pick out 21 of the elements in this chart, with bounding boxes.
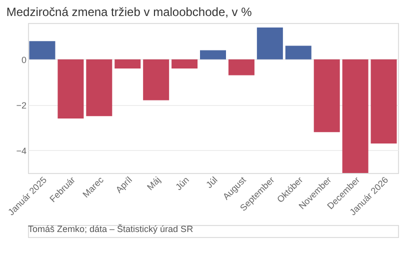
bar xyxy=(86,59,112,116)
bar xyxy=(342,59,368,173)
y-tick-label: −4 xyxy=(16,146,26,156)
text: Tomáš Zemko; dáta – Štatistický úrad SR xyxy=(28,224,194,234)
bar xyxy=(228,59,254,76)
x-tick-label: Jún xyxy=(174,174,191,192)
bar xyxy=(314,59,340,132)
y-tick-label: 0 xyxy=(21,54,26,65)
x-tick-label: Máj xyxy=(145,174,162,192)
x-tick-label: Júl xyxy=(204,174,220,190)
y-tick-label: −2 xyxy=(16,100,26,110)
bar xyxy=(143,59,170,100)
chart-title: Medziročná zmena tržieb v maloobchode, v % xyxy=(6,5,252,19)
bar xyxy=(114,59,141,68)
bar xyxy=(29,41,56,60)
bar xyxy=(285,46,312,60)
bar xyxy=(172,59,198,68)
bar xyxy=(370,59,397,144)
bar xyxy=(58,59,84,118)
bar xyxy=(200,50,226,60)
bar xyxy=(256,28,283,60)
